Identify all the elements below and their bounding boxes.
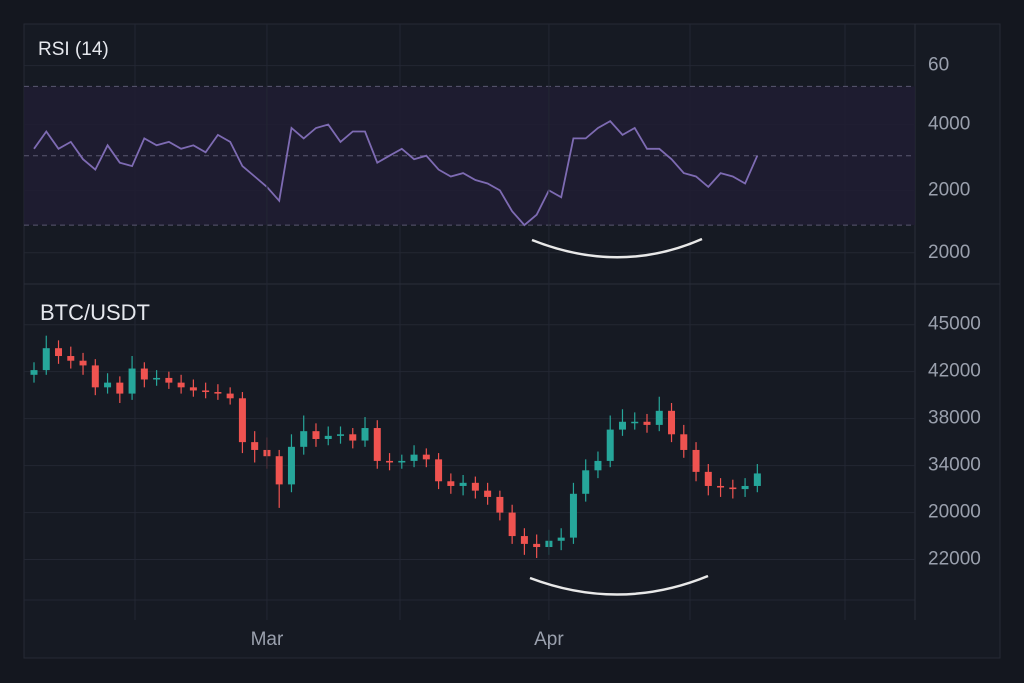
x-tick-label: Apr xyxy=(534,629,564,650)
candle-body xyxy=(569,493,577,538)
candle-body xyxy=(753,473,761,486)
candle-body xyxy=(79,360,87,366)
y-tick-label: 2000 xyxy=(928,242,970,263)
candle-body xyxy=(496,496,504,513)
y-tick-label: 60 xyxy=(928,55,949,76)
candle-body xyxy=(594,460,602,471)
candle-body xyxy=(533,543,541,548)
candle-body xyxy=(655,410,663,425)
candle-body xyxy=(238,398,246,443)
rsi-line xyxy=(33,119,759,227)
candle-body xyxy=(741,485,749,490)
candle-body xyxy=(202,390,210,393)
annotation-arc xyxy=(531,237,703,259)
candle-body xyxy=(361,428,369,441)
candle-body xyxy=(680,434,688,450)
candle-body xyxy=(128,368,136,394)
candle-body xyxy=(582,470,590,494)
y-tick-label: 20000 xyxy=(928,502,981,523)
candle-body xyxy=(300,431,308,447)
candle-body xyxy=(508,512,516,537)
y-tick-label: 34000 xyxy=(928,455,981,476)
candle-body xyxy=(520,536,528,544)
candle-body xyxy=(717,485,725,488)
candle-body xyxy=(557,537,565,541)
candle-body xyxy=(447,481,455,486)
y-tick-label: 42000 xyxy=(928,361,981,382)
candle-body xyxy=(275,456,283,485)
candle-body xyxy=(471,482,479,491)
candle-body xyxy=(422,454,430,460)
candle-body xyxy=(177,382,185,388)
rsi-title: RSI (14) xyxy=(38,39,109,60)
annotation-arc xyxy=(529,574,709,596)
candle-body xyxy=(116,382,124,394)
candle-body xyxy=(386,460,394,463)
candle-body xyxy=(226,393,234,399)
candle-body xyxy=(251,442,259,450)
candle-body xyxy=(91,365,99,388)
candle-body xyxy=(104,382,112,388)
candle-body xyxy=(373,428,381,461)
candle-body xyxy=(30,370,38,375)
candle-body xyxy=(484,490,492,497)
x-tick-label: Mar xyxy=(251,629,284,650)
candle-body xyxy=(55,348,63,357)
candle-body xyxy=(643,421,651,425)
candle-body xyxy=(631,421,639,424)
candle-body xyxy=(153,377,161,380)
price-title: BTC/USDT xyxy=(40,300,150,325)
candle-body xyxy=(42,348,50,371)
candle-body xyxy=(349,434,357,441)
y-tick-label: 38000 xyxy=(928,408,981,429)
candle-body xyxy=(337,434,344,436)
plot-layer: 60 4000 2000 2000 45000 42000 38000 34000 20000 2… xyxy=(24,24,981,650)
candle-body xyxy=(287,446,295,485)
candle-body xyxy=(618,421,626,430)
y-tick-label: 45000 xyxy=(928,314,981,335)
candle-body xyxy=(410,454,418,461)
candle-body xyxy=(398,460,406,463)
candle-body xyxy=(214,392,222,394)
candle-body xyxy=(67,356,75,361)
candle-body xyxy=(704,471,712,486)
candle-body xyxy=(729,487,737,490)
candle-body xyxy=(692,449,700,472)
candle-body xyxy=(459,482,467,486)
candle-body xyxy=(312,431,320,439)
candle-body xyxy=(165,377,173,383)
y-tick-label: 2000 xyxy=(928,179,970,200)
y-tick-label: 22000 xyxy=(928,549,981,570)
candle-body xyxy=(189,387,197,391)
candle-body xyxy=(140,368,148,380)
candle-body xyxy=(668,410,676,435)
candle-body xyxy=(435,459,443,482)
candle-body xyxy=(324,435,332,439)
y-tick-label: 4000 xyxy=(928,114,970,135)
candle-body xyxy=(606,429,614,461)
